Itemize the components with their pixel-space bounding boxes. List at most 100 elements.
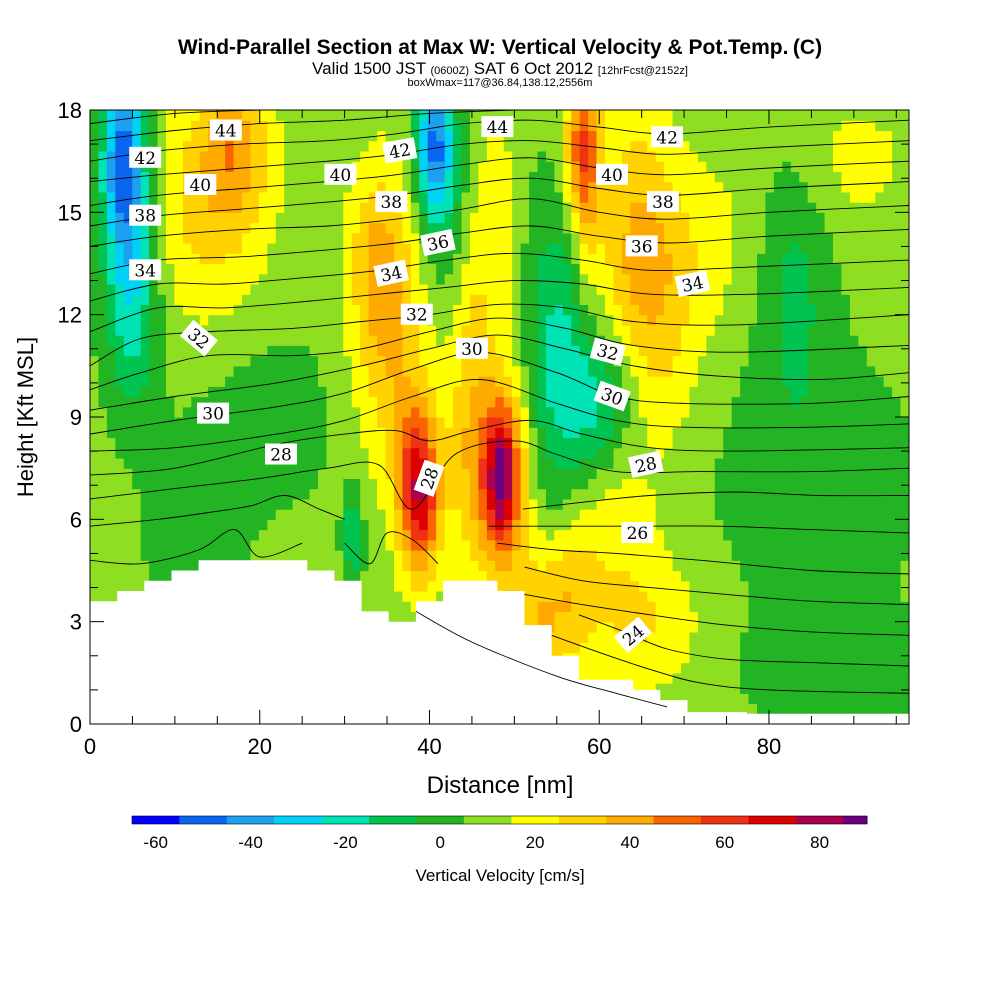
- velocity-cell: [191, 110, 201, 121]
- velocity-cell: [351, 232, 361, 244]
- velocity-cell: [740, 140, 750, 152]
- velocity-cell: [377, 232, 387, 244]
- velocity-cell: [723, 519, 733, 531]
- velocity-cell: [123, 314, 133, 326]
- velocity-cell: [453, 539, 463, 551]
- velocity-cell: [233, 550, 243, 561]
- velocity-cell: [613, 406, 623, 418]
- velocity-cell: [444, 447, 454, 459]
- velocity-cell: [427, 580, 437, 592]
- velocity-cell: [301, 191, 311, 203]
- velocity-cell: [284, 110, 294, 121]
- velocity-cell: [225, 191, 235, 203]
- velocity-cell: [377, 550, 387, 561]
- velocity-cell: [630, 386, 640, 398]
- velocity-cell: [495, 478, 505, 490]
- velocity-cell: [757, 324, 767, 336]
- velocity-cell: [664, 171, 674, 183]
- velocity-cell: [545, 447, 555, 459]
- velocity-cell: [554, 150, 564, 162]
- velocity-cell: [469, 498, 479, 510]
- velocity-cell: [740, 365, 750, 377]
- velocity-cell: [410, 191, 420, 203]
- velocity-cell: [368, 590, 378, 602]
- velocity-cell: [360, 529, 370, 541]
- velocity-cell: [520, 611, 530, 623]
- velocity-cell: [123, 386, 133, 398]
- velocity-cell: [225, 150, 235, 162]
- velocity-cell: [588, 335, 598, 346]
- velocity-cell: [453, 468, 463, 479]
- velocity-cell: [267, 529, 277, 541]
- velocity-cell: [562, 427, 572, 439]
- velocity-cell: [782, 232, 792, 244]
- velocity-cell: [605, 222, 615, 234]
- velocity-cell: [638, 150, 648, 162]
- velocity-cell: [292, 150, 302, 162]
- velocity-cell: [461, 468, 471, 479]
- velocity-cell: [427, 427, 437, 439]
- velocity-cell: [672, 447, 682, 459]
- velocity-cell: [301, 150, 311, 162]
- velocity-cell: [301, 273, 311, 285]
- velocity-cell: [571, 110, 581, 121]
- velocity-cell: [90, 181, 100, 193]
- velocity-cell: [165, 110, 176, 121]
- velocity-cell: [469, 304, 479, 316]
- velocity-cell: [731, 457, 741, 469]
- velocity-cell: [191, 120, 201, 132]
- velocity-cell: [579, 365, 589, 377]
- velocity-cell: [174, 457, 184, 469]
- velocity-cell: [385, 570, 395, 582]
- velocity-cell: [740, 304, 750, 316]
- velocity-cell: [697, 468, 707, 479]
- velocity-cell: [765, 693, 775, 705]
- velocity-cell: [301, 509, 311, 520]
- velocity-cell: [216, 335, 226, 346]
- velocity-cell: [765, 376, 775, 387]
- velocity-cell: [343, 539, 353, 551]
- velocity-cell: [402, 560, 412, 572]
- velocity-cell: [647, 590, 657, 602]
- velocity-cell: [461, 150, 471, 162]
- velocity-cell: [503, 560, 513, 572]
- velocity-cell: [757, 314, 767, 326]
- velocity-cell: [402, 130, 412, 142]
- velocity-cell: [106, 417, 116, 428]
- velocity-cell: [773, 273, 783, 285]
- velocity-cell: [410, 273, 420, 285]
- velocity-cell: [512, 457, 522, 469]
- velocity-cell: [740, 181, 750, 193]
- velocity-cell: [410, 161, 420, 172]
- velocity-cell: [613, 580, 623, 592]
- velocity-cell: [461, 253, 471, 265]
- velocity-cell: [98, 447, 108, 459]
- velocity-cell: [149, 529, 159, 541]
- velocity-cell: [664, 345, 674, 357]
- velocity-cell: [706, 570, 716, 582]
- velocity-cell: [478, 406, 488, 418]
- velocity-cell: [225, 140, 235, 152]
- velocity-cell: [326, 345, 336, 357]
- velocity-cell: [140, 417, 150, 428]
- velocity-cell: [571, 212, 581, 224]
- velocity-cell: [469, 396, 479, 408]
- velocity-cell: [621, 263, 631, 275]
- velocity-cell: [689, 468, 699, 479]
- velocity-cell: [165, 447, 176, 459]
- velocity-cell: [782, 161, 792, 172]
- velocity-cell: [334, 498, 344, 510]
- velocity-cell: [402, 253, 412, 265]
- velocity-cell: [588, 273, 598, 285]
- velocity-cell: [621, 345, 631, 357]
- velocity-cell: [225, 171, 235, 183]
- velocity-cell: [267, 314, 277, 326]
- velocity-cell: [655, 437, 665, 449]
- velocity-cell: [208, 529, 218, 541]
- velocity-cell: [334, 253, 344, 265]
- velocity-cell: [503, 570, 513, 582]
- velocity-cell: [436, 427, 446, 439]
- velocity-cell: [191, 365, 201, 377]
- velocity-cell: [714, 304, 724, 316]
- velocity-cell: [655, 498, 665, 510]
